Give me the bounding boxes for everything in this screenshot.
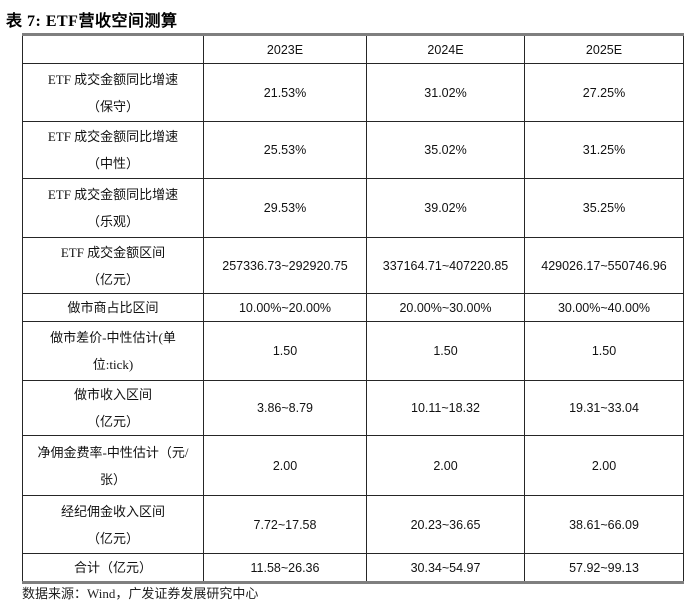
table-row: 经纪佣金收入区间 （亿元） 7.72~17.58 20.23~36.65 38.61~6… (22, 495, 684, 554)
row-label-cell: 净佣金费率-中性估计（元/张） (22, 435, 204, 496)
value-cell: 35.02% (366, 121, 525, 179)
row-label-line: 做市商占比区间 (67, 300, 159, 315)
row-label-cell: 做市收入区间 （亿元） (22, 380, 204, 436)
row-label-cell: ETF 成交金额同比增速 （中性） (22, 121, 204, 179)
row-label-line: ETF 成交金额同比增速 (47, 129, 179, 144)
row-label-line: 做市差价-中性估计(单 (50, 330, 176, 345)
row-label-cell: 合计（亿元） (22, 553, 204, 583)
row-label-cell: ETF 成交金额同比增速 （保守） (22, 63, 204, 122)
row-label-line: （亿元） (86, 530, 139, 546)
column-header: 2024E (366, 34, 525, 64)
value-cell: 1.50 (524, 321, 684, 381)
value-cell: 38.61~66.09 (524, 495, 684, 554)
row-label-cell: ETF 成交金额区间 （亿元） (22, 237, 204, 294)
row-label-line: （亿元） (86, 414, 139, 429)
value-cell: 25.53% (203, 121, 367, 179)
value-cell: 337164.71~407220.85 (366, 237, 525, 294)
row-label-line: 张） (99, 471, 126, 487)
etf-revenue-table: 2023E 2024E 2025E ETF 成交金额同比增速 （保守） 21.53% 31… (22, 33, 684, 584)
row-label-line: 净佣金费率-中性估计（元/ (37, 444, 189, 460)
value-cell: 30.34~54.97 (366, 553, 525, 583)
value-cell: 31.25% (524, 121, 684, 179)
data-source-note: 数据来源：Wind，广发证券发展研究中心 (22, 586, 259, 601)
row-label-cell: 做市商占比区间 (22, 293, 204, 322)
row-label-line: 做市收入区间 (73, 387, 152, 402)
value-cell: 20.00%~30.00% (366, 293, 525, 322)
value-cell: 1.50 (203, 321, 367, 381)
table-row: ETF 成交金额同比增速 （保守） 21.53% 31.02% 27.25% (22, 63, 684, 122)
value-cell: 29.53% (203, 178, 367, 238)
row-label-cell: 经纪佣金收入区间 （亿元） (22, 495, 204, 554)
table-row: 合计（亿元） 11.58~26.36 30.34~54.97 57.92~99.13 (22, 553, 684, 583)
value-cell: 19.31~33.04 (524, 380, 684, 436)
value-cell: 3.86~8.79 (203, 380, 367, 436)
row-label-line: （保守） (86, 98, 139, 114)
table-row: 做市差价-中性估计(单 位:tick) 1.50 1.50 1.50 (22, 321, 684, 381)
value-cell: 2.00 (524, 435, 684, 496)
row-label-line: ETF 成交金额同比增速 (47, 187, 179, 202)
row-label-cell: ETF 成交金额同比增速 （乐观） (22, 178, 204, 238)
value-cell: 20.23~36.65 (366, 495, 525, 554)
table-row: 做市商占比区间 10.00%~20.00% 20.00%~30.00% 30.00%~… (22, 293, 684, 322)
column-header: 2023E (203, 34, 367, 64)
row-label-line: （乐观） (86, 214, 139, 229)
value-cell: 2.00 (203, 435, 367, 496)
value-cell: 31.02% (366, 63, 525, 122)
value-cell: 429026.17~550746.96 (524, 237, 684, 294)
row-label-line: 位:tick) (92, 357, 134, 372)
table-row: ETF 成交金额区间 （亿元） 257336.73~292920.75 337164.… (22, 237, 684, 294)
value-cell: 2.00 (366, 435, 525, 496)
table-row: 做市收入区间 （亿元） 3.86~8.79 10.11~18.32 19.31~33.0… (22, 380, 684, 436)
value-cell: 35.25% (524, 178, 684, 238)
row-label-line: （中性） (86, 156, 139, 171)
value-cell: 10.00%~20.00% (203, 293, 367, 322)
row-label-line: 经纪佣金收入区间 (60, 503, 165, 519)
column-header: 2025E (524, 34, 684, 64)
row-label-line: ETF 成交金额区间 (60, 244, 166, 260)
value-cell: 39.02% (366, 178, 525, 238)
table-row: 净佣金费率-中性估计（元/张） 2.00 2.00 2.00 (22, 435, 684, 496)
table-body: ETF 成交金额同比增速 （保守） 21.53% 31.02% 27.25% ETF 成交… (22, 63, 684, 583)
value-cell: 7.72~17.58 (203, 495, 367, 554)
value-cell: 57.92~99.13 (524, 553, 684, 583)
value-cell: 30.00%~40.00% (524, 293, 684, 322)
corner-header-cell (22, 34, 204, 64)
table-row: ETF 成交金额同比增速 （乐观） 29.53% 39.02% 35.25% (22, 178, 684, 238)
row-label-line: （亿元） (86, 271, 139, 287)
value-cell: 11.58~26.36 (203, 553, 367, 583)
header-row: 2023E 2024E 2025E (22, 34, 684, 64)
row-label-line: ETF 成交金额同比增速 (47, 71, 179, 87)
value-cell: 257336.73~292920.75 (203, 237, 367, 294)
value-cell: 1.50 (366, 321, 525, 381)
row-label-cell: 做市差价-中性估计(单 位:tick) (22, 321, 204, 381)
row-label-line: 合计（亿元） (73, 560, 152, 575)
value-cell: 21.53% (203, 63, 367, 122)
table-title: 表 7: ETF营收空间测算 (6, 13, 178, 30)
value-cell: 27.25% (524, 63, 684, 122)
value-cell: 10.11~18.32 (366, 380, 525, 436)
table-row: ETF 成交金额同比增速 （中性） 25.53% 35.02% 31.25% (22, 121, 684, 179)
